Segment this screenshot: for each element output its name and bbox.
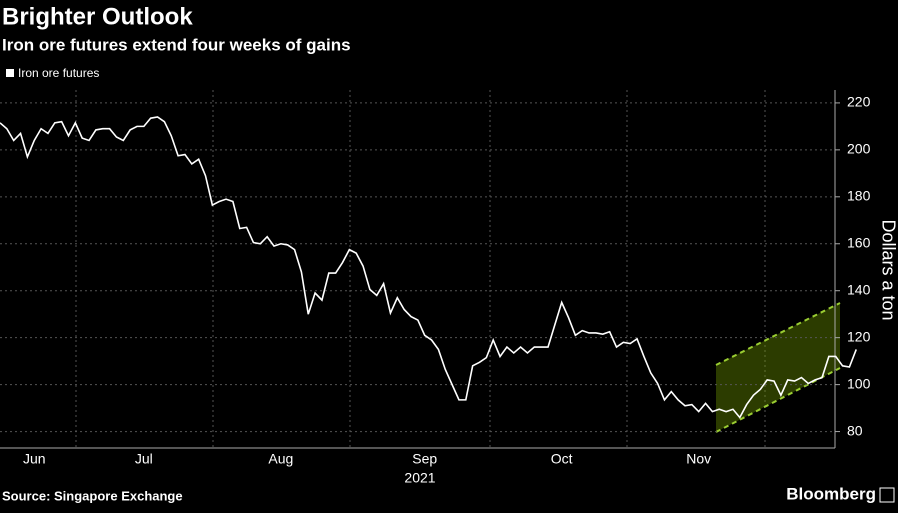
x-tick-label: Jun (23, 451, 46, 467)
x-tick-label: Jul (135, 451, 153, 467)
y-tick-label: 80 (847, 422, 863, 438)
y-tick-label: 220 (847, 94, 871, 110)
y-axis-label: Dollars a ton (878, 219, 898, 320)
brand-icon (879, 487, 895, 503)
y-tick-label: 120 (847, 328, 871, 344)
legend-label: Iron ore futures (18, 66, 99, 80)
trend-channel (716, 303, 840, 432)
chart-title: Brighter Outlook (2, 3, 193, 30)
y-tick-label: 160 (847, 234, 871, 250)
y-tick-label: 100 (847, 375, 871, 391)
x-tick-label: Sep (412, 451, 437, 467)
y-tick-label: 200 (847, 141, 871, 157)
chart-subtitle: Iron ore futures extend four weeks of ga… (2, 35, 351, 54)
y-tick-label: 140 (847, 281, 871, 297)
x-tick-label: Oct (551, 451, 573, 467)
y-tick-label: 180 (847, 188, 871, 204)
series-line (0, 116, 857, 419)
x-tick-label: Nov (686, 451, 711, 467)
legend-swatch (6, 69, 14, 77)
x-year-label: 2021 (404, 470, 435, 486)
source: Source: Singapore Exchange (2, 488, 183, 503)
x-tick-label: Aug (268, 451, 293, 467)
brand: Bloomberg (786, 484, 876, 503)
